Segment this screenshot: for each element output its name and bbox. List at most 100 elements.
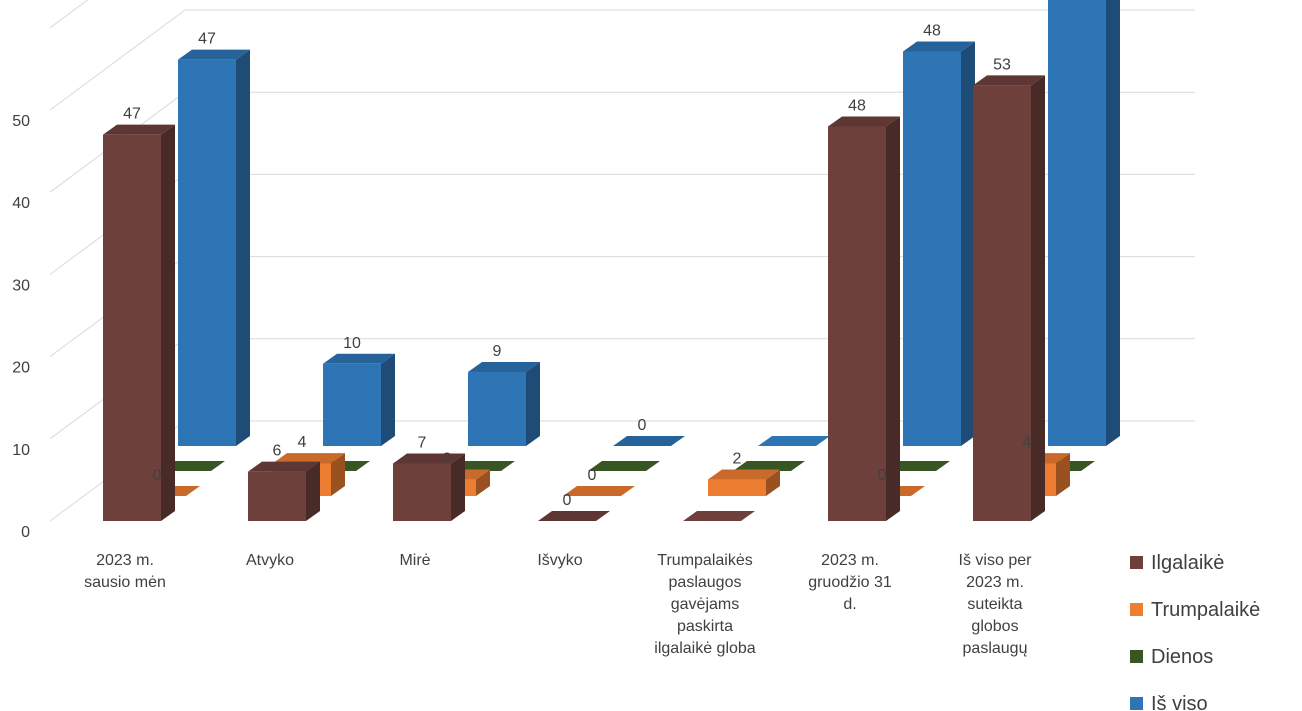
bar-top	[538, 511, 610, 521]
bar-Trumpalaikė	[563, 486, 635, 496]
bar-front	[323, 363, 381, 446]
bar-Ilgalaikė	[683, 511, 755, 521]
data-label: 47	[123, 106, 141, 123]
bar-side	[451, 453, 465, 521]
legend-item: Ilgalaikė	[1130, 552, 1224, 574]
bar-front	[903, 51, 961, 446]
bar-Ilgalaikė	[828, 116, 900, 521]
bar-Iš viso	[903, 41, 975, 446]
bar-Iš viso	[613, 436, 685, 446]
legend-swatch	[1130, 556, 1143, 569]
bar-side	[1056, 453, 1070, 496]
bar-front	[828, 126, 886, 521]
y-tick-label: 30	[12, 277, 30, 294]
legend-label: Trumpalaikė	[1151, 599, 1260, 621]
bar-flat	[733, 461, 805, 471]
bar-top	[563, 486, 635, 496]
bar-side	[526, 362, 540, 446]
data-label: 0	[878, 467, 887, 484]
bar-front	[708, 479, 766, 496]
legend-item: Dienos	[1130, 646, 1213, 668]
data-label: 4	[298, 434, 307, 451]
data-labels: 47109048590420204476704853	[123, 22, 1032, 509]
y-tick-label: 20	[12, 360, 30, 377]
category-label: 2023 m. gruodžio 31 d.	[808, 552, 892, 613]
bar-side	[886, 116, 900, 521]
bar-side	[236, 49, 250, 446]
y-tick-label: 10	[12, 442, 30, 459]
data-label: 6	[273, 443, 282, 460]
bar-top	[393, 453, 465, 464]
bar-side	[766, 469, 780, 496]
legend-label: Ilgalaikė	[1151, 552, 1224, 574]
bar-top	[273, 453, 345, 464]
bar-side	[1106, 0, 1120, 446]
data-label: 2	[733, 451, 742, 468]
bar-side	[161, 124, 175, 521]
bar-top	[828, 116, 900, 127]
category-label: Išvyko	[537, 552, 582, 569]
gridline-diagonal	[49, 0, 89, 29]
legend-label: Dienos	[1151, 646, 1213, 668]
bar-front	[248, 471, 306, 521]
bar-Ilgalaikė	[103, 124, 175, 521]
data-label: 0	[588, 467, 597, 484]
bar-top	[468, 362, 540, 373]
category-label: 2023 m. sausio mėn	[84, 552, 166, 591]
bar-flat	[683, 511, 755, 521]
bar-side	[961, 41, 975, 446]
data-label: 47	[198, 31, 216, 48]
category-label: Mirė	[399, 552, 430, 569]
legend-item: Trumpalaikė	[1130, 599, 1260, 621]
bar-Ilgalaikė	[973, 75, 1045, 521]
y-tick-label: 50	[12, 113, 30, 130]
category-labels: 2023 m. sausio mėn Atvyko Mirė Išvyko Trumpal…	[84, 552, 1032, 657]
bar-top	[323, 353, 395, 364]
category-label: Iš viso per 2023 m. suteikta globos paslaugų	[959, 552, 1033, 657]
bar-Ilgalaikė	[248, 461, 320, 521]
legend: Ilgalaikė Trumpalaikė Dienos Iš viso	[1130, 552, 1260, 711]
bar-front	[1048, 0, 1106, 447]
data-label: 4	[1023, 434, 1032, 451]
bar-front	[973, 85, 1031, 521]
data-label: 9	[493, 343, 502, 360]
bar-side	[306, 461, 320, 521]
legend-swatch	[1130, 697, 1143, 710]
bar-side	[476, 469, 490, 496]
legend-swatch	[1130, 650, 1143, 663]
bar-top	[708, 469, 780, 480]
bar-Iš viso	[758, 436, 830, 446]
data-label: 0	[638, 417, 647, 434]
bar-Ilgalaikė	[538, 511, 610, 521]
legend-swatch	[1130, 603, 1143, 616]
bar-top	[103, 124, 175, 135]
bar-Iš viso	[1048, 0, 1120, 447]
data-label: 0	[563, 492, 572, 509]
bar-side	[331, 453, 345, 496]
legend-label: Iš viso	[1151, 693, 1208, 711]
bar-Iš viso	[178, 49, 250, 446]
data-label: 2	[443, 451, 452, 468]
bar-Iš viso	[468, 362, 540, 446]
bar-Iš viso	[323, 353, 395, 446]
bars	[103, 0, 1120, 521]
bar-side	[381, 353, 395, 446]
bar-Trumpalaikė	[708, 469, 780, 496]
data-label: 53	[993, 56, 1011, 73]
bar-top	[973, 75, 1045, 86]
bar-flat	[588, 461, 660, 471]
bar-top	[178, 49, 250, 60]
bar-top	[613, 436, 685, 446]
y-tick-label: 0	[21, 524, 30, 541]
category-label: Atvyko	[246, 552, 294, 569]
bar-front	[178, 59, 236, 446]
data-label: 7	[418, 434, 427, 451]
bar-front	[103, 134, 161, 521]
gridline-diagonal	[49, 9, 186, 111]
bar-front	[393, 463, 451, 521]
bar-top	[248, 461, 320, 472]
y-tick-label: 40	[12, 195, 30, 212]
data-label: 0	[153, 467, 162, 484]
data-label: 10	[343, 335, 361, 352]
